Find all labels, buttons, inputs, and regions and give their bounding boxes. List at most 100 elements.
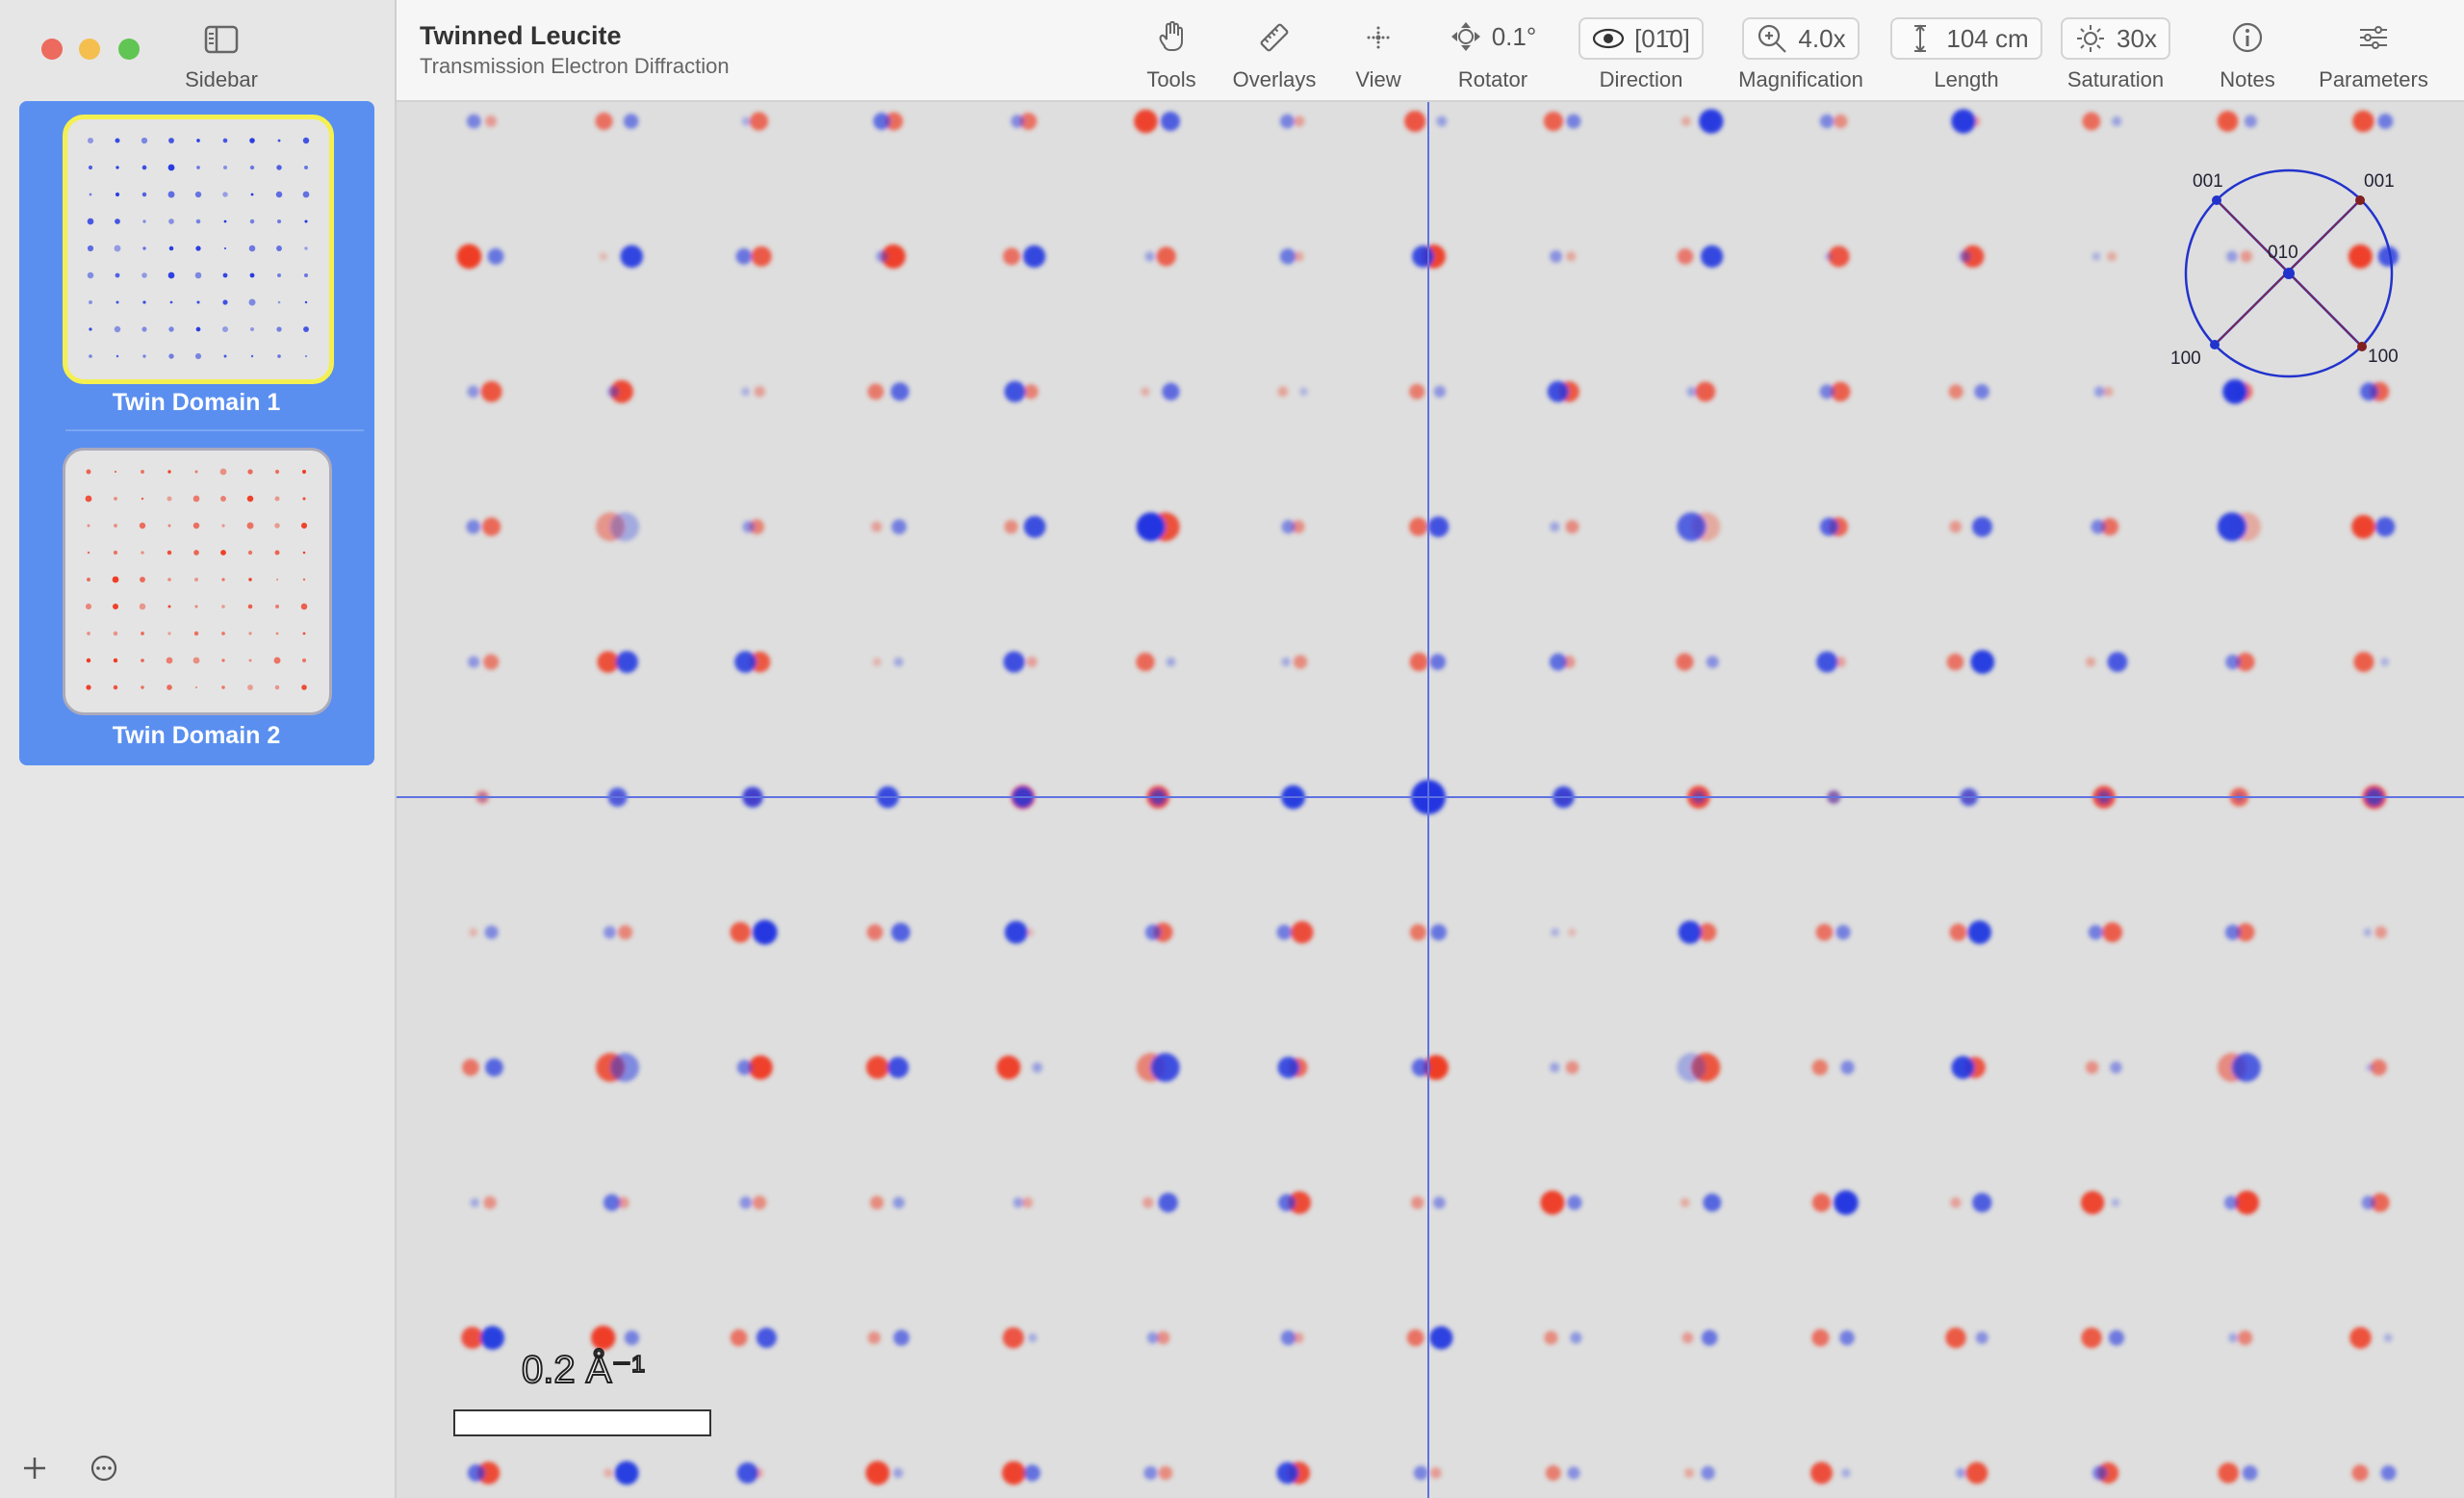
add-button[interactable] [24,1458,45,1479]
zoom-button[interactable] [118,39,140,60]
toolbar-control[interactable]: 4.0x [1742,17,1860,60]
toolbar-button[interactable] [1056,17,1287,54]
thumb-spot [87,271,94,279]
spot [741,116,752,126]
spot [1002,1327,1024,1349]
thumbnail[interactable] [63,115,334,384]
thumb-spot [167,684,172,690]
spot [624,1330,640,1346]
thumb-spot [304,273,308,277]
sidebar-footer [24,1455,117,1482]
spot [617,1197,629,1209]
separator [65,429,364,431]
spot [480,380,502,402]
thumb-spot [87,578,90,581]
thumb-spot [142,300,146,304]
thumb-spot [167,524,171,528]
spot [1946,653,1964,671]
spot [1404,110,1426,133]
spot [1136,652,1155,672]
spot [2237,1330,2253,1346]
toolbar-button[interactable]: 104 cm [1851,17,2082,60]
thumb-spot [113,684,118,690]
spot [1698,922,1717,942]
toolbar-button[interactable] [1263,17,1494,54]
spot [1550,1062,1560,1072]
thumb-spot [193,550,199,555]
toolbar-control[interactable]: [01̄0] [1578,17,1704,60]
spot [891,519,907,534]
spot [468,656,480,668]
spot [1566,114,1581,129]
thumb-spot [193,631,199,636]
thumb-spot [302,632,306,635]
spot [890,382,910,401]
spot [748,1055,773,1080]
spot [615,651,638,674]
spot [1025,928,1035,937]
thumb-spot [274,604,280,609]
spot [2217,111,2239,132]
thumb-spot [116,300,119,304]
spot [996,1055,1021,1080]
minimize-button[interactable] [79,39,100,60]
spot [2102,922,2123,943]
toolbar-control[interactable]: 104 cm [1890,17,2042,60]
thumb-spot [115,138,120,143]
spot [1433,385,1447,398]
toolbar-control[interactable]: 0.1° [1438,17,1549,56]
spot [1277,1056,1299,1079]
tool-icon [1367,26,1390,49]
spot [2107,652,2128,673]
thumb-spot [168,353,174,359]
sidebar-icon[interactable] [204,25,239,54]
toolbar-control[interactable]: 30x [2061,17,2170,60]
toolbar-button[interactable]: 4.0x [1685,17,1916,60]
axis-label: 100 [2368,347,2399,367]
item-label[interactable]: Twin Domain 2 [112,722,281,749]
spot [1816,651,1838,673]
spot [2370,1059,2387,1076]
thumb-spot [139,522,146,529]
spot [1545,1465,1561,1481]
spot [2235,1190,2260,1215]
orientation-widget: 001 001 100 100 010 [2170,168,2399,378]
spot [1281,657,1291,667]
thumb-spot [194,191,202,198]
thumb-spot [300,603,308,610]
thumb-spot [141,137,148,144]
spot [1974,384,1989,400]
thumbnail[interactable] [63,448,332,715]
thumb-spot [274,684,280,690]
spot [2366,1063,2374,1072]
more-button[interactable] [90,1455,117,1482]
spot [1701,1465,1715,1481]
spot [2108,1330,2125,1346]
thumb-spot [250,327,254,331]
thumb-spot [222,272,228,278]
toolbar-button[interactable]: 0.1° [1377,17,1608,56]
spot [1280,1330,1296,1346]
toolbar-button[interactable] [2258,17,2464,54]
tool-icon [2360,26,2387,49]
toolbar-button[interactable]: 30x [2000,17,2231,60]
thumb-spot [114,245,121,252]
close-button[interactable] [41,39,63,60]
spot [610,379,633,403]
sidebar-label: Sidebar [185,67,258,91]
thumb-spot [249,219,255,224]
spot [752,1196,767,1210]
thumb-spot [141,497,144,501]
thumb-spot [277,139,281,142]
toolbar-button[interactable]: [01̄0] [1526,17,1757,60]
item-label[interactable]: Twin Domain 1 [112,389,281,416]
spot [2224,924,2241,941]
toolbar-button[interactable] [2132,17,2363,54]
thumb-spot [302,191,310,198]
thumb-spot [113,658,118,663]
toolbar-button[interactable] [1159,17,1390,54]
spot [1695,381,1716,402]
thumb-spot [302,137,310,144]
spot [614,1460,639,1485]
spot [1967,920,1991,944]
